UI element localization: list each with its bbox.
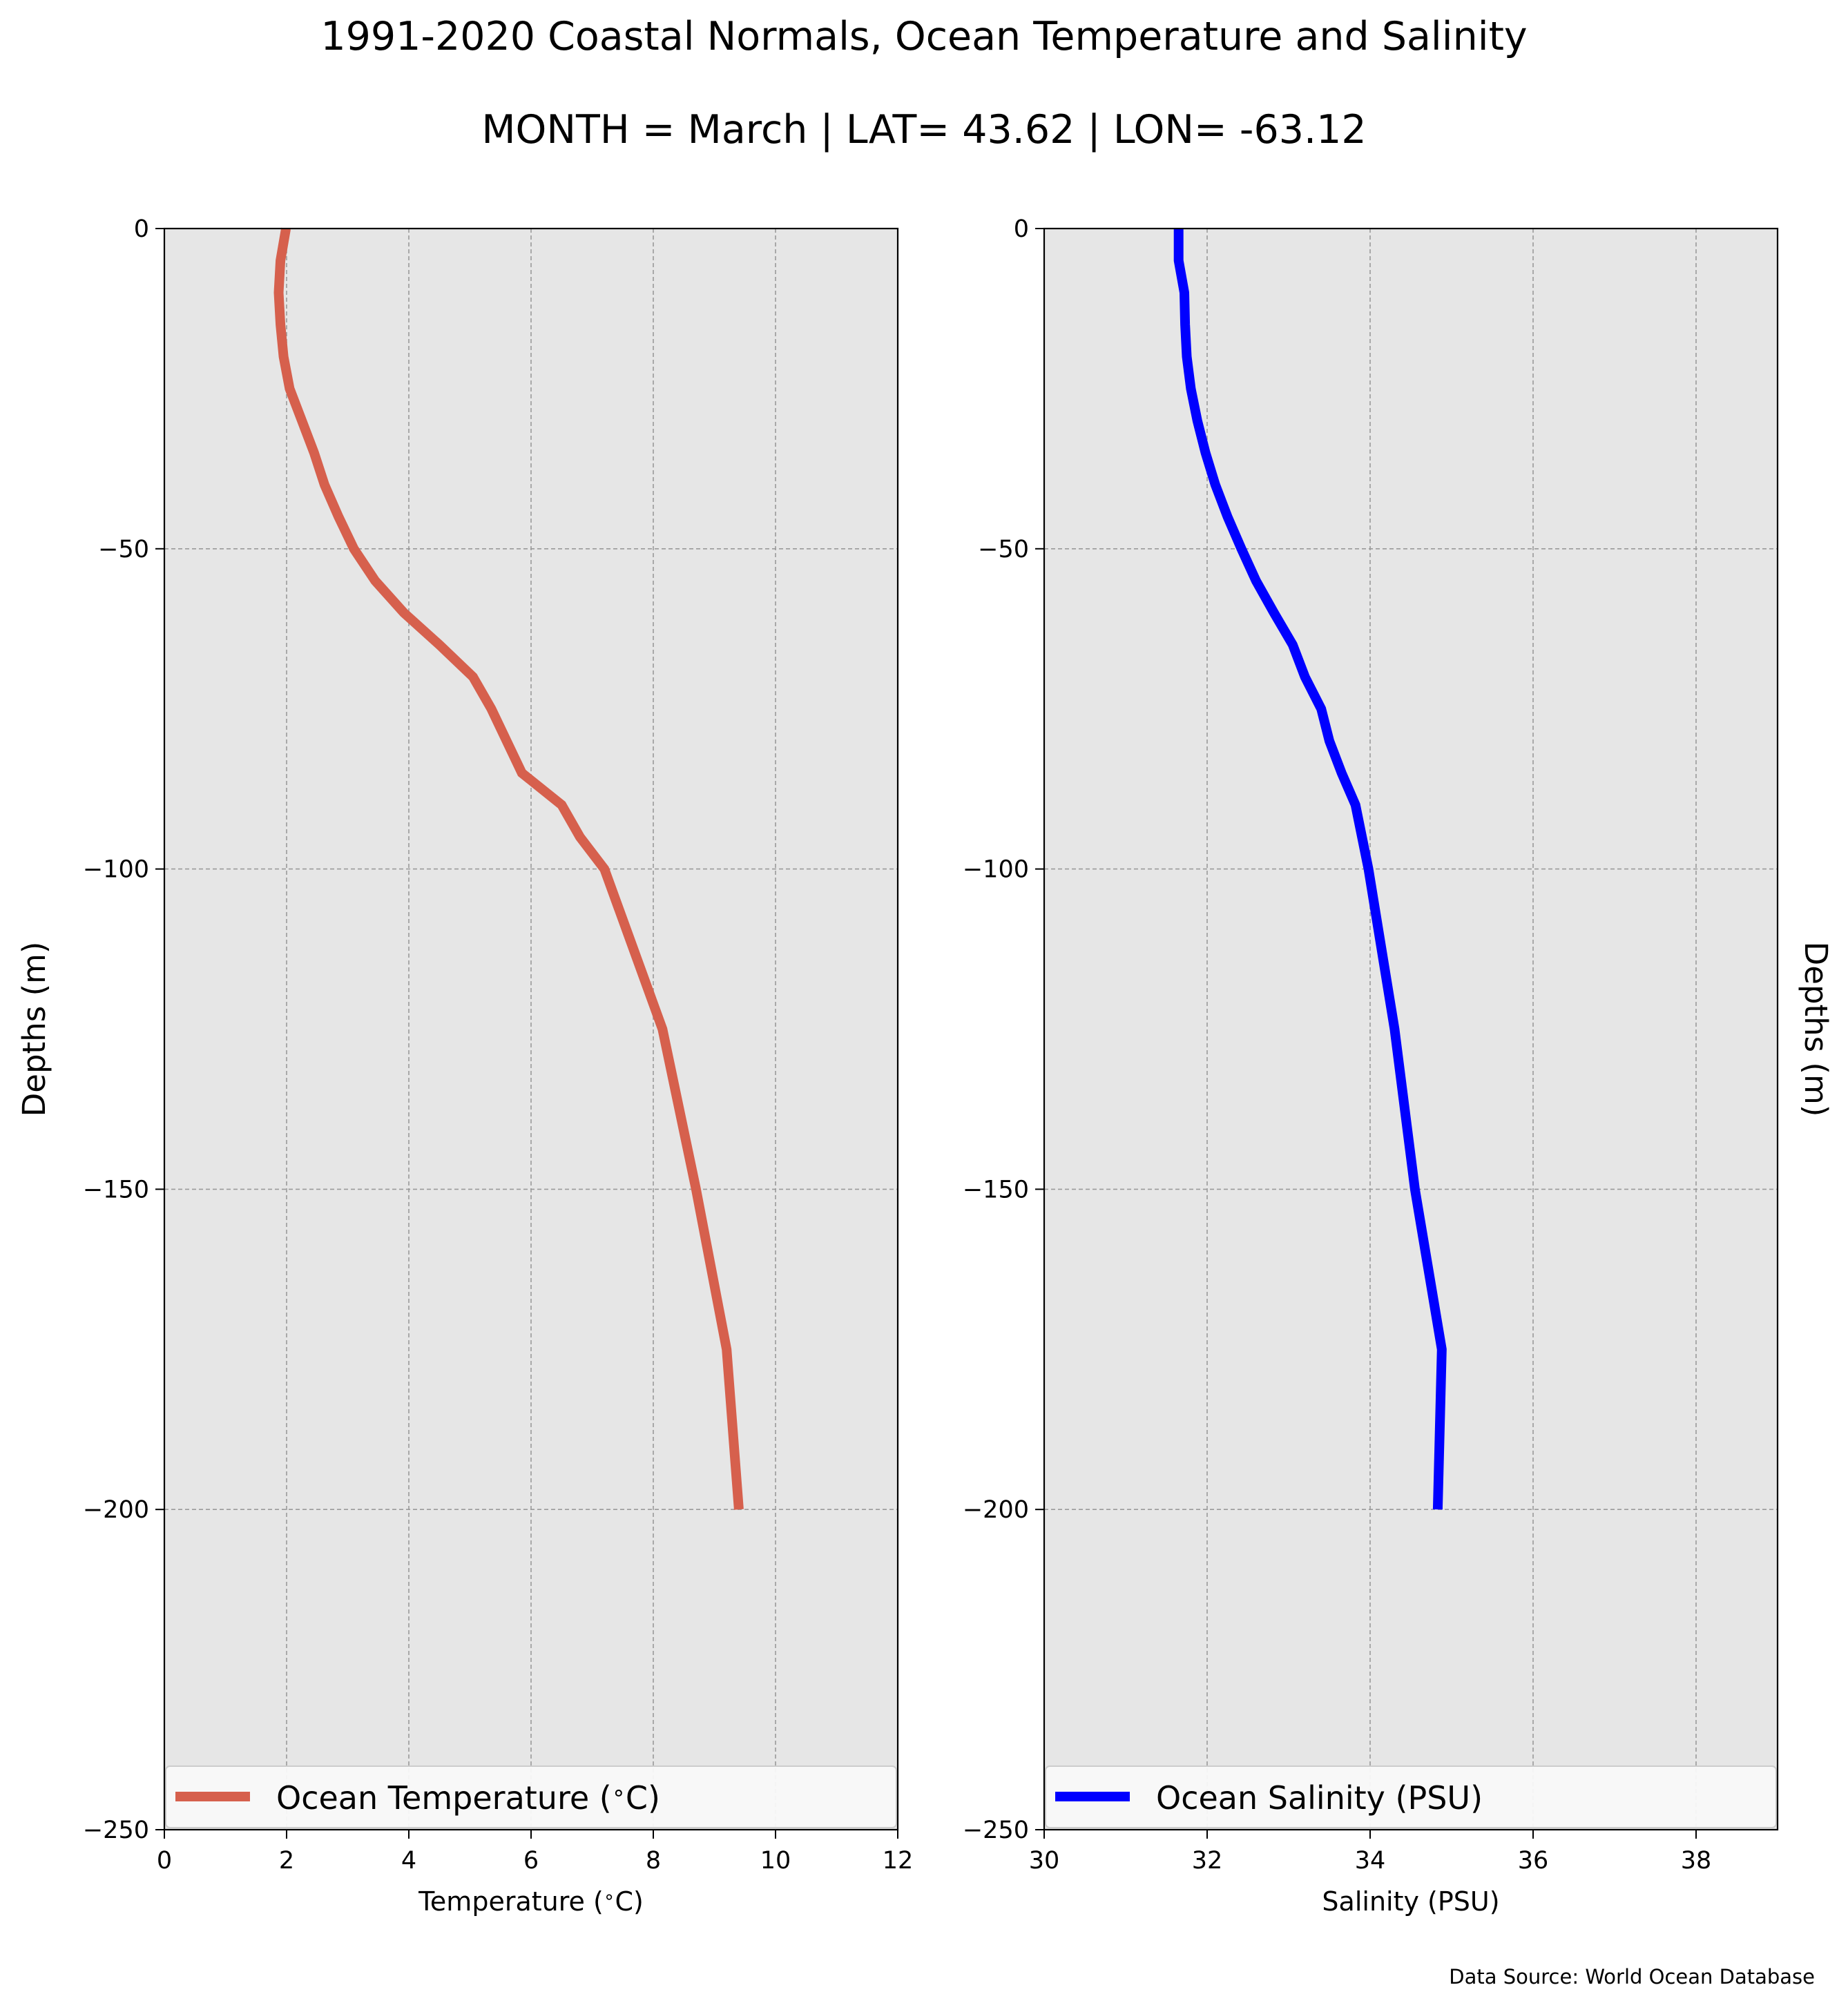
salinity-y-tick-label: −150: [963, 1176, 1029, 1203]
salinity-legend-box: [1045, 1765, 1777, 1828]
salinity-legend: Ocean Salinity (PSU): [1045, 1765, 1777, 1828]
salinity-x-tick-label: 36: [1518, 1847, 1549, 1875]
temperature-series-line: [273, 227, 744, 1510]
temperature-legend: Ocean Temperature (∘C): [165, 1765, 897, 1828]
salinity-y-tick-label: −250: [963, 1817, 1029, 1844]
temperature-y-tick-label: −150: [83, 1176, 149, 1203]
temperature-x-tick-label: 10: [760, 1847, 791, 1875]
salinity-plot-background: [1044, 229, 1778, 1830]
temperature-y-tick-label: −50: [98, 536, 149, 563]
salinity-y-tick-label: −200: [963, 1496, 1029, 1524]
temperature-y-tick-label: −200: [83, 1496, 149, 1524]
salinity-x-axis-label: Salinity (PSU): [1322, 1886, 1499, 1917]
temperature-panel: Ocean Temperature (∘C) 0 2 4 6 8 10 12 0 −50 −100 −…: [16, 215, 913, 1917]
temperature-x-tick-label: 12: [883, 1847, 914, 1875]
chart-title: 1991-2020 Coastal Normals, Ocean Tempera…: [320, 14, 1528, 59]
salinity-x-tick-label: 38: [1681, 1847, 1712, 1875]
temperature-x-tick-label: 4: [401, 1847, 416, 1875]
temperature-y-tick-label: 0: [134, 215, 149, 243]
temperature-y-tick-label: −250: [83, 1817, 149, 1844]
salinity-series-line: [1173, 229, 1447, 1510]
salinity-x-tick-label: 34: [1355, 1847, 1386, 1875]
temperature-x-tick-label: 8: [646, 1847, 661, 1875]
temperature-legend-label: Ocean Temperature (∘C): [276, 1779, 660, 1817]
temperature-x-tick-label: 2: [279, 1847, 294, 1875]
salinity-x-tick-label: 30: [1029, 1847, 1060, 1875]
temperature-y-tick-label: −100: [83, 856, 149, 884]
salinity-axes-frame: [1043, 227, 1779, 1831]
temperature-legend-box: [165, 1765, 897, 1828]
temperature-x-tick-label: 6: [523, 1847, 539, 1875]
temperature-y-axis-label: Depths (m): [16, 942, 52, 1117]
data-source-note: Data Source: World Ocean Database: [1449, 1965, 1815, 1989]
temperature-x-tick-label: 0: [157, 1847, 172, 1875]
temperature-x-axis-label: Temperature (∘C): [418, 1886, 644, 1917]
salinity-y-axis-label: Depths (m): [1798, 942, 1834, 1117]
salinity-panel: Ocean Salinity (PSU) 30 32 34 36 38 0 −50 −100 −1…: [963, 215, 1834, 1917]
salinity-legend-label: Ocean Salinity (PSU): [1156, 1779, 1483, 1817]
salinity-y-tick-label: −50: [978, 536, 1029, 563]
salinity-y-tick-label: −100: [963, 856, 1029, 884]
chart-subtitle: MONTH = March | LAT= 43.62 | LON= -63.12: [481, 107, 1367, 153]
salinity-x-tick-label: 32: [1192, 1847, 1223, 1875]
salinity-y-tick-label: 0: [1014, 215, 1029, 243]
